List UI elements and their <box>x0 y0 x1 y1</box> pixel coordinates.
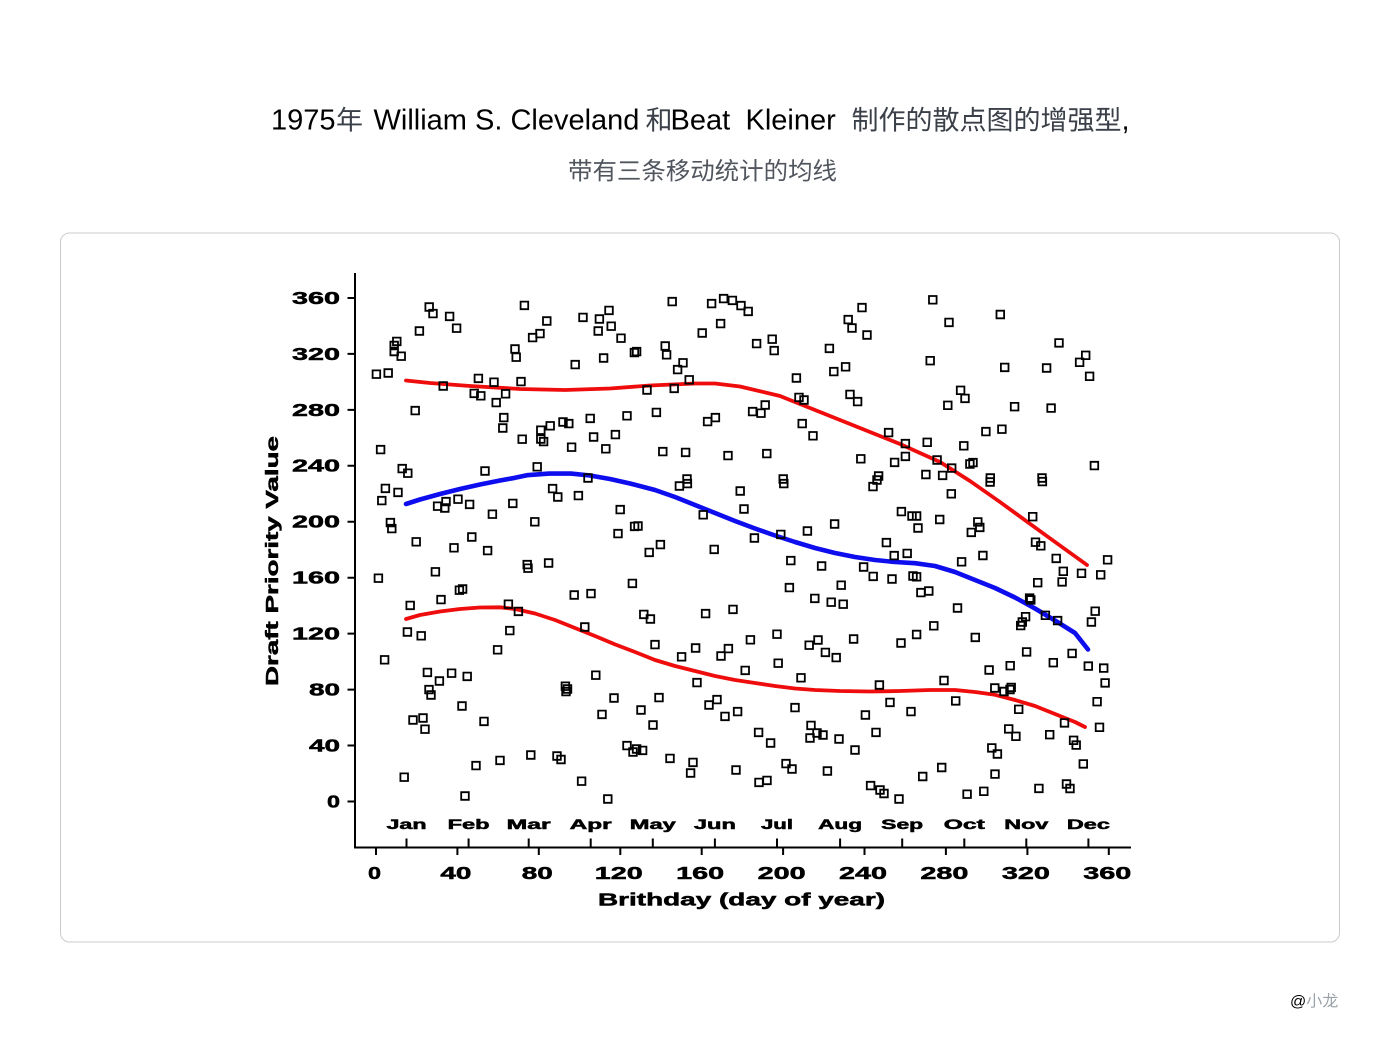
svg-text:Apr: Apr <box>570 817 613 832</box>
svg-text:200: 200 <box>292 512 340 532</box>
svg-text:40: 40 <box>309 735 340 755</box>
svg-text:280: 280 <box>292 400 340 420</box>
svg-text:@: @ <box>1290 994 1306 1011</box>
svg-text:240: 240 <box>292 456 340 476</box>
svg-text:Jul: Jul <box>761 817 793 832</box>
svg-text:200: 200 <box>758 863 806 883</box>
svg-text:Dec: Dec <box>1067 817 1111 832</box>
svg-text:240: 240 <box>839 863 887 883</box>
svg-text:Jan: Jan <box>387 817 427 832</box>
svg-text:160: 160 <box>676 863 724 883</box>
svg-text:Jun: Jun <box>694 817 736 832</box>
svg-text:320: 320 <box>292 344 340 364</box>
svg-text:320: 320 <box>1002 863 1050 883</box>
svg-text:280: 280 <box>920 863 968 883</box>
svg-text:Draft Priority Value: Draft Priority Value <box>262 436 282 686</box>
svg-text:Nov: Nov <box>1004 817 1049 832</box>
svg-text:360: 360 <box>292 288 340 308</box>
svg-text:120: 120 <box>292 624 340 644</box>
svg-text:William S. Cleveland: William S. Cleveland <box>374 105 640 137</box>
svg-text:360: 360 <box>1083 863 1131 883</box>
svg-text:1975: 1975 <box>271 105 336 137</box>
svg-text:0: 0 <box>368 863 381 883</box>
svg-text:40: 40 <box>440 863 471 883</box>
svg-text:Sep: Sep <box>881 817 923 832</box>
svg-text:Aug: Aug <box>818 817 862 832</box>
svg-text:0: 0 <box>327 791 340 811</box>
svg-text:May: May <box>630 817 677 832</box>
svg-text:Feb: Feb <box>448 817 490 832</box>
svg-text:,: , <box>1122 105 1130 137</box>
svg-text:Brithday (day of year): Brithday (day of year) <box>598 890 885 910</box>
svg-text:Oct: Oct <box>944 817 986 832</box>
svg-text:120: 120 <box>595 863 643 883</box>
svg-text:160: 160 <box>292 568 340 588</box>
svg-text:80: 80 <box>522 863 553 883</box>
svg-text:Kleiner: Kleiner <box>746 105 837 137</box>
svg-text:Mar: Mar <box>507 817 552 832</box>
svg-text:80: 80 <box>309 680 340 700</box>
svg-text:Beat: Beat <box>671 105 731 137</box>
